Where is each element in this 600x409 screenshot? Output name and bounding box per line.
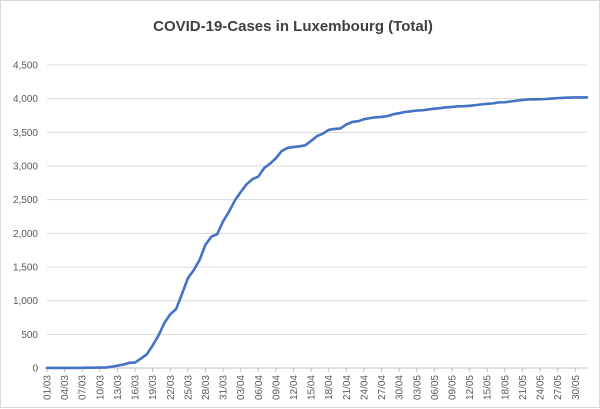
y-tick-label: 0	[32, 364, 38, 375]
x-tick-label: 25/03	[183, 375, 194, 400]
x-tick-label: 04/03	[60, 375, 71, 400]
gridlines	[47, 64, 587, 335]
y-tick-label: 2,500	[13, 195, 38, 206]
x-tick-label: 13/03	[113, 375, 124, 400]
x-tick-label: 12/05	[465, 375, 476, 400]
y-tick-label: 500	[21, 330, 38, 341]
series-layer	[45, 96, 589, 370]
x-tick-label: 06/04	[254, 375, 265, 400]
x-tick-label: 24/04	[359, 375, 370, 400]
x-tick-label: 27/05	[553, 375, 564, 400]
x-tick-label: 22/03	[166, 375, 177, 400]
x-tick-label: 03/04	[236, 375, 247, 400]
y-tick-label: 3,500	[13, 128, 38, 139]
x-tick-label: 09/05	[448, 375, 459, 400]
x-tick-label: 01/03	[43, 375, 54, 400]
x-tick-label: 15/04	[307, 375, 318, 400]
x-tick-label: 31/03	[219, 375, 230, 400]
x-tick-label: 18/04	[324, 375, 335, 400]
x-tick-label: 06/05	[430, 375, 441, 400]
x-tick-label: 27/04	[377, 375, 388, 400]
x-tick-label: 18/05	[500, 375, 511, 400]
x-tick-label: 03/05	[412, 375, 423, 400]
chart-title: COVID-19-Cases in Luxembourg (Total)	[153, 18, 433, 35]
y-tick-label: 4,500	[13, 61, 38, 72]
x-tick-label: 15/05	[483, 375, 494, 400]
series-line	[45, 96, 589, 370]
x-tick-label: 21/04	[342, 375, 353, 400]
x-tick-label: 16/03	[131, 375, 142, 400]
x-tick-label: 28/03	[201, 375, 212, 400]
x-tick-label: 12/04	[289, 375, 300, 400]
x-tick-label: 19/03	[148, 375, 159, 400]
x-tick-label: 10/03	[95, 375, 106, 400]
x-axis-tick-labels: 01/03 04/03 07/03 10/03 13/03 16/03 19/03 22/03…	[43, 368, 582, 400]
y-tick-label: 2,000	[13, 229, 38, 240]
y-tick-label: 1,000	[13, 296, 38, 307]
y-tick-label: 1,500	[13, 263, 38, 274]
y-tick-label: 3,000	[13, 162, 38, 173]
x-tick-label: 30/04	[395, 375, 406, 400]
x-tick-label: 24/05	[536, 375, 547, 400]
y-axis-tick-labels: 0 500 1,000 1,500 2,000 2,500 3,000 3,500 4,000 4…	[13, 61, 38, 375]
y-tick-label: 4,000	[13, 94, 38, 105]
x-tick-label: 30/05	[571, 375, 582, 400]
x-tick-label: 09/04	[271, 375, 282, 400]
x-tick-label: 07/03	[78, 375, 89, 400]
x-tick-label: 21/05	[518, 375, 529, 400]
